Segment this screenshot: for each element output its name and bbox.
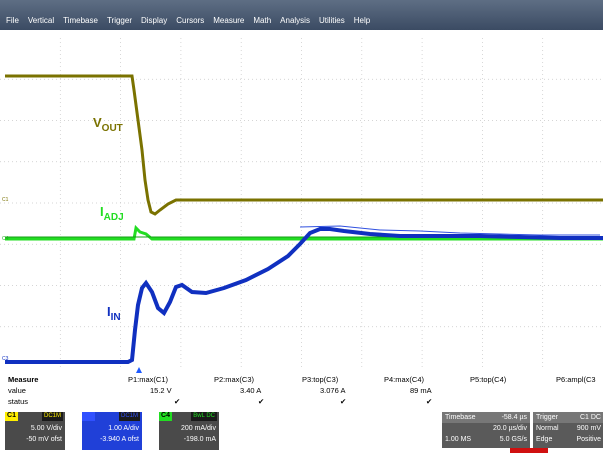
channel-c1-offset: -50 mV ofst <box>26 436 62 443</box>
param-p4-name[interactable]: P4:max(C4) <box>384 375 425 384</box>
trace-vout <box>5 74 603 216</box>
menu-vertical[interactable]: Vertical <box>27 16 55 25</box>
menu-timebase[interactable]: Timebase <box>63 16 98 25</box>
channel-c4-scale: 200 mA/div <box>180 425 216 432</box>
channel-c3-descriptor[interactable]: C3 DC1M 1.00 A/div -3.940 A ofst <box>82 412 142 450</box>
timebase-header: Timebase -58.4 µs <box>442 412 530 423</box>
timebase-div: 20.0 µs/div <box>493 425 527 432</box>
timebase-rate: 5.0 GS/s <box>499 436 527 443</box>
param-p1-name[interactable]: P1:max(C1) <box>128 375 169 384</box>
label-vout-main: V <box>93 115 102 130</box>
status-indicator <box>510 448 548 453</box>
c1-marker[interactable]: C1 <box>2 197 9 203</box>
trace-iin <box>5 227 603 364</box>
menu-help[interactable]: Help <box>353 16 371 25</box>
channel-c3-coupling: DC1M <box>118 412 140 421</box>
param-p3-value: 3.076 A <box>320 386 346 395</box>
channel-c4-tag: C4 <box>159 412 172 421</box>
param-p2-name[interactable]: P2:max(C3) <box>214 375 255 384</box>
label-vout: VOUT <box>93 115 123 134</box>
c4-marker[interactable]: C4 <box>2 236 9 242</box>
menu-analysis[interactable]: Analysis <box>280 16 310 25</box>
menu-bar: File Vertical Timebase Trigger Display C… <box>0 0 603 30</box>
trace-iin-noise <box>299 225 600 236</box>
trigger-type: Edge <box>536 436 553 443</box>
menu-display[interactable]: Display <box>141 16 168 25</box>
timebase-label: Timebase <box>445 414 476 421</box>
param-p6-name[interactable]: P6:ampl(C3 <box>556 375 596 384</box>
trigger-slope: Positive <box>576 436 601 443</box>
menu-file[interactable]: File <box>6 16 19 25</box>
timebase-descriptor[interactable]: Timebase -58.4 µs 20.0 µs/div 1.00 MS 5.0… <box>442 412 530 448</box>
measure-row-status: status <box>8 397 29 406</box>
label-iin-main: I <box>107 304 111 319</box>
label-iadj: IADJ <box>100 204 124 223</box>
grid-lines <box>0 38 603 368</box>
timebase-samples: 1.00 MS <box>445 436 472 443</box>
param-p4-value: 89 mA <box>410 386 432 395</box>
label-iadj-main: I <box>100 204 104 219</box>
channel-c3-offset: -3.940 A ofst <box>100 436 139 443</box>
trigger-header: Trigger C1 DC <box>533 412 603 423</box>
param-p3-status: ✔ <box>340 397 347 406</box>
trigger-label: Trigger <box>536 414 558 421</box>
label-iin: IIN <box>107 304 121 323</box>
trigger-level: 900 mV <box>576 425 601 432</box>
param-p1-value: 15.2 V <box>150 386 172 395</box>
channel-c1-scale: 5.00 V/div <box>30 425 62 432</box>
channel-c3-scale: 1.00 A/div <box>108 425 139 432</box>
trigger-position-marker[interactable] <box>136 367 142 373</box>
descriptor-bar: C1 DC1M 5.00 V/div -50 mV ofst C3 DC1M 1… <box>0 409 603 453</box>
label-iin-sub: IN <box>110 312 121 323</box>
measure-header: Measure <box>8 375 39 384</box>
channel-c1-coupling: DC1M <box>41 412 63 421</box>
trigger-descriptor[interactable]: Trigger C1 DC Normal 900 mV Edge Positive <box>533 412 603 448</box>
menu-measure[interactable]: Measure <box>213 16 245 25</box>
trigger-source: C1 DC <box>579 414 601 421</box>
trigger-mode: Normal <box>536 425 559 432</box>
channel-c4-coupling: BwL DC <box>191 412 217 421</box>
param-p3-name[interactable]: P3:top(C3) <box>302 375 339 384</box>
menu-trigger[interactable]: Trigger <box>106 16 132 25</box>
trace-iadj <box>5 224 603 241</box>
param-p2-status: ✔ <box>258 397 265 406</box>
menu-math[interactable]: Math <box>253 16 272 25</box>
label-vout-sub: OUT <box>101 123 123 134</box>
measure-table: Measure P1:max(C1) P2:max(C3) P3:top(C3)… <box>0 373 603 409</box>
param-p5-name[interactable]: P5:top(C4) <box>470 375 507 384</box>
channel-c1-tag: C1 <box>5 412 18 421</box>
waveform-display[interactable] <box>0 30 603 373</box>
menu-utilities[interactable]: Utilities <box>318 16 345 25</box>
channel-c1-descriptor[interactable]: C1 DC1M 5.00 V/div -50 mV ofst <box>5 412 65 450</box>
channel-c3-tag: C3 <box>82 412 95 421</box>
timebase-delay: -58.4 µs <box>501 414 527 421</box>
measure-row-value: value <box>8 386 26 395</box>
param-p4-status: ✔ <box>426 397 433 406</box>
param-p2-value: 3.40 A <box>240 386 262 395</box>
channel-c4-descriptor[interactable]: C4 BwL DC 200 mA/div -198.0 mA <box>159 412 219 450</box>
label-iadj-sub: ADJ <box>103 212 124 223</box>
menu-cursors[interactable]: Cursors <box>176 16 205 25</box>
c3-marker[interactable]: C3 <box>2 356 9 362</box>
channel-c4-offset: -198.0 mA <box>183 436 216 443</box>
param-p1-status: ✔ <box>174 397 181 406</box>
